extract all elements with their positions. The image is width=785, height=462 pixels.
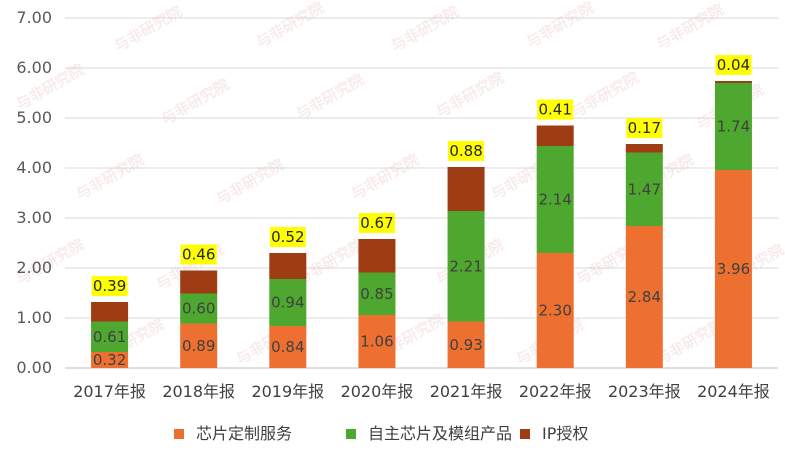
bar-own-chip [269, 279, 307, 326]
data-label-box [180, 244, 217, 265]
watermark-text: 与非研究院 [388, 2, 462, 55]
data-label: 2.30 [538, 302, 571, 320]
data-label: 0.41 [538, 101, 571, 119]
y-tick-label: 7.00 [16, 8, 52, 27]
data-label: 0.94 [271, 294, 304, 312]
data-label: 2.84 [628, 288, 661, 306]
bar-chip-service [625, 226, 663, 368]
watermark-text: 与非研究院 [293, 70, 367, 123]
data-label: 0.32 [93, 351, 126, 369]
bar-own-chip [536, 146, 574, 253]
watermark-text: 与非研究院 [653, 0, 727, 53]
data-label-box [269, 227, 306, 247]
watermark-text: 与非研究院 [523, 0, 597, 51]
x-axis-tick-labels: 2017年报 2018年报 2019年报 2020年报 2021年报 2022年报 2023… [73, 382, 770, 401]
data-label-box [537, 99, 574, 120]
data-label: 0.88 [449, 142, 482, 160]
watermark-text: 与非研究院 [568, 68, 642, 121]
legend-swatch [174, 429, 184, 439]
bars: 0.32 0.61 0.39 0.89 0.60 0.46 0.84 0.94 0.52 1.06… [91, 55, 752, 369]
gridlines [65, 17, 778, 369]
data-label: 1.47 [628, 180, 661, 198]
bar-ip-license [358, 239, 396, 273]
y-tick-label: 5.00 [16, 108, 52, 127]
y-tick-label: 2.00 [16, 258, 52, 277]
x-tick-label: 2017年报 [73, 382, 146, 401]
bar-chip-service [91, 352, 129, 368]
data-label: 0.67 [360, 214, 393, 232]
data-label-box [715, 55, 752, 75]
data-label: 0.93 [449, 336, 482, 354]
bar-chip-service [536, 253, 574, 368]
bar-own-chip [358, 272, 396, 315]
y-tick-label: 6.00 [16, 58, 52, 77]
x-tick-label: 2018年报 [162, 382, 235, 401]
data-label: 0.46 [182, 246, 215, 264]
bar-ip-license [714, 81, 752, 83]
data-label: 0.04 [717, 56, 750, 74]
data-label: 2.14 [538, 191, 571, 209]
bar-ip-license [447, 167, 485, 211]
data-label: 1.06 [360, 333, 393, 351]
bar-ip-license [269, 253, 307, 279]
data-label-box [358, 213, 395, 233]
watermark-text: 与非研究院 [253, 0, 327, 51]
bar-ip-license [91, 302, 129, 322]
y-tick-label: 4.00 [16, 158, 52, 177]
bar-own-chip [180, 293, 218, 324]
watermark-text: 与非研究院 [111, 2, 185, 55]
data-label-box [448, 141, 485, 161]
legend-swatch [346, 429, 356, 439]
data-label: 0.84 [271, 338, 304, 356]
data-label: 0.85 [360, 285, 393, 303]
data-label: 0.89 [182, 337, 215, 355]
legend: 芯片定制服务 自主芯片及模组产品 IP授权 [174, 424, 588, 443]
legend-label: 芯片定制服务 [196, 424, 292, 443]
bar-chip-service [180, 323, 218, 368]
data-label: 0.52 [271, 228, 304, 246]
data-label: 2.21 [449, 257, 482, 275]
legend-swatch [520, 429, 530, 439]
data-label: 0.61 [93, 328, 126, 346]
data-label: 0.39 [93, 277, 126, 295]
data-label: 1.74 [717, 118, 750, 136]
bar-ip-license [536, 125, 574, 146]
x-tick-label: 2021年报 [430, 382, 503, 401]
x-tick-label: 2020年报 [341, 382, 414, 401]
watermark-text: 与非研究院 [158, 75, 232, 128]
y-tick-label: 1.00 [16, 308, 52, 327]
data-label: 3.96 [717, 260, 750, 278]
data-label: 0.60 [182, 300, 215, 318]
bar-ip-license [625, 144, 663, 153]
x-tick-label: 2023年报 [608, 382, 681, 401]
data-label-box [91, 276, 128, 296]
legend-label: IP授权 [542, 424, 588, 443]
bar-chip-service [269, 326, 307, 368]
bar-chip-service [358, 315, 396, 368]
bar-ip-license [180, 270, 218, 294]
watermark-text: 与非研究院 [348, 150, 422, 203]
watermark-text: 与非研究院 [213, 155, 287, 208]
y-tick-label: 0.00 [16, 358, 52, 377]
legend-label: 自主芯片及模组产品 [368, 424, 512, 443]
watermark-text: 与非研究院 [73, 150, 147, 203]
bar-own-chip [91, 321, 129, 352]
x-tick-label: 2022年报 [519, 382, 592, 401]
y-axis-tick-labels: 0.00 1.00 2.00 3.00 4.00 5.00 6.00 7.00 [16, 8, 52, 377]
bar-chip-service [714, 170, 752, 368]
data-label-box [626, 118, 663, 138]
bar-own-chip [625, 152, 663, 226]
watermark-text: 与非研究院 [433, 68, 507, 121]
bar-own-chip [447, 211, 485, 322]
bar-own-chip [714, 83, 752, 170]
x-tick-label: 2024年报 [697, 382, 770, 401]
y-tick-label: 3.00 [16, 208, 52, 227]
data-label: 0.17 [628, 119, 661, 137]
bar-chip-service [447, 321, 485, 368]
x-tick-label: 2019年报 [251, 382, 324, 401]
